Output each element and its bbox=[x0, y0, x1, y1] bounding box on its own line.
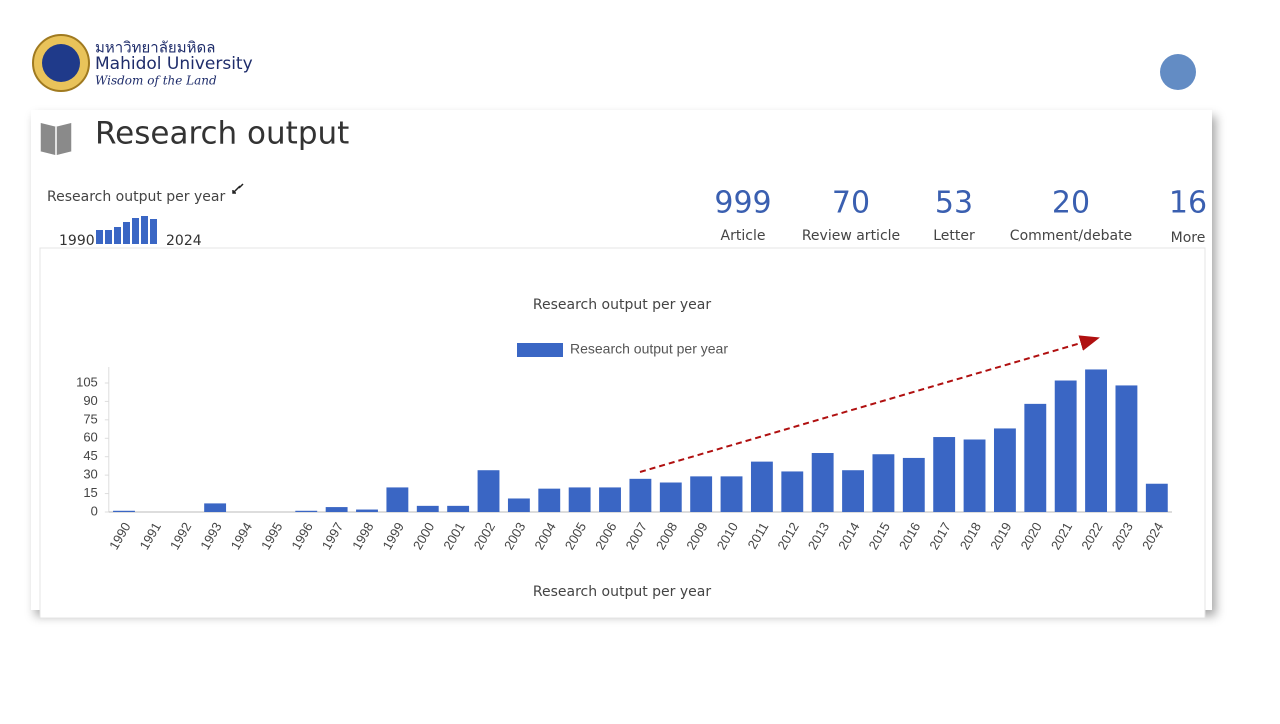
bar bbox=[386, 487, 409, 512]
stats: 999 Article 70 Review article 53 Letter 20 Comm… bbox=[714, 186, 1207, 247]
legend-label: Research output per year bbox=[570, 341, 728, 357]
bar bbox=[781, 471, 804, 512]
university-name: Mahidol University bbox=[95, 54, 253, 74]
sparkline-end: 2024 bbox=[166, 233, 202, 249]
stat-value: 70 bbox=[832, 186, 870, 221]
thai-name: มหาวิทยาลัยมหิดล bbox=[95, 39, 215, 57]
bar bbox=[811, 453, 834, 512]
stat-label: Review article bbox=[802, 228, 900, 244]
bar bbox=[356, 509, 378, 512]
bar bbox=[993, 428, 1016, 512]
bar bbox=[204, 503, 227, 512]
sparkline-start: 1990 bbox=[59, 233, 95, 249]
bar bbox=[690, 476, 713, 512]
motto: Wisdom of the Land bbox=[95, 74, 217, 88]
legend-swatch bbox=[517, 343, 563, 357]
bar bbox=[113, 510, 135, 512]
stat-label: Article bbox=[721, 228, 766, 244]
y-tick-label: 0 bbox=[91, 503, 98, 518]
summary-label: Research output per year bbox=[47, 189, 225, 205]
bar bbox=[1115, 385, 1138, 512]
y-tick-label: 15 bbox=[83, 485, 97, 500]
y-tick-label: 45 bbox=[83, 448, 97, 463]
stat-value: 20 bbox=[1052, 186, 1090, 221]
book-icon bbox=[39, 121, 73, 157]
bar bbox=[599, 487, 621, 512]
sparkline bbox=[96, 216, 157, 244]
stat-label: More bbox=[1171, 230, 1206, 246]
bar bbox=[902, 457, 925, 512]
bar bbox=[477, 470, 500, 512]
bar bbox=[507, 498, 530, 512]
bar bbox=[872, 454, 895, 512]
bar bbox=[568, 487, 591, 512]
collapse-icon bbox=[232, 183, 244, 194]
stat-value: 53 bbox=[935, 186, 973, 221]
bar bbox=[629, 478, 652, 512]
x-axis-title: Research output per year bbox=[533, 584, 711, 600]
stat-value: 16 bbox=[1169, 186, 1207, 221]
y-tick-label: 75 bbox=[83, 411, 97, 426]
bar bbox=[750, 461, 773, 512]
bar bbox=[720, 476, 743, 512]
bar bbox=[295, 510, 318, 512]
bar bbox=[1024, 403, 1047, 512]
bar bbox=[1085, 369, 1107, 512]
stat-value: 999 bbox=[714, 186, 771, 221]
bar bbox=[416, 505, 439, 512]
mascot bbox=[1160, 54, 1196, 90]
bar bbox=[325, 507, 348, 512]
y-tick-label: 30 bbox=[83, 467, 97, 482]
stat-label: Comment/debate bbox=[1010, 228, 1132, 244]
bar bbox=[659, 482, 682, 512]
bar bbox=[538, 488, 561, 512]
bar bbox=[1054, 380, 1077, 512]
stat-label: Letter bbox=[933, 228, 975, 244]
logo-inner bbox=[42, 44, 80, 82]
y-tick-label: 60 bbox=[83, 430, 97, 445]
y-tick-label: 90 bbox=[83, 393, 97, 408]
chart-title: Research output per year bbox=[533, 297, 711, 313]
bar bbox=[842, 470, 864, 512]
bar bbox=[963, 439, 986, 512]
bar bbox=[1145, 483, 1168, 512]
bar bbox=[933, 437, 956, 512]
y-tick-label: 105 bbox=[76, 374, 98, 389]
section-title: Research output bbox=[95, 116, 349, 152]
bar bbox=[447, 505, 470, 512]
